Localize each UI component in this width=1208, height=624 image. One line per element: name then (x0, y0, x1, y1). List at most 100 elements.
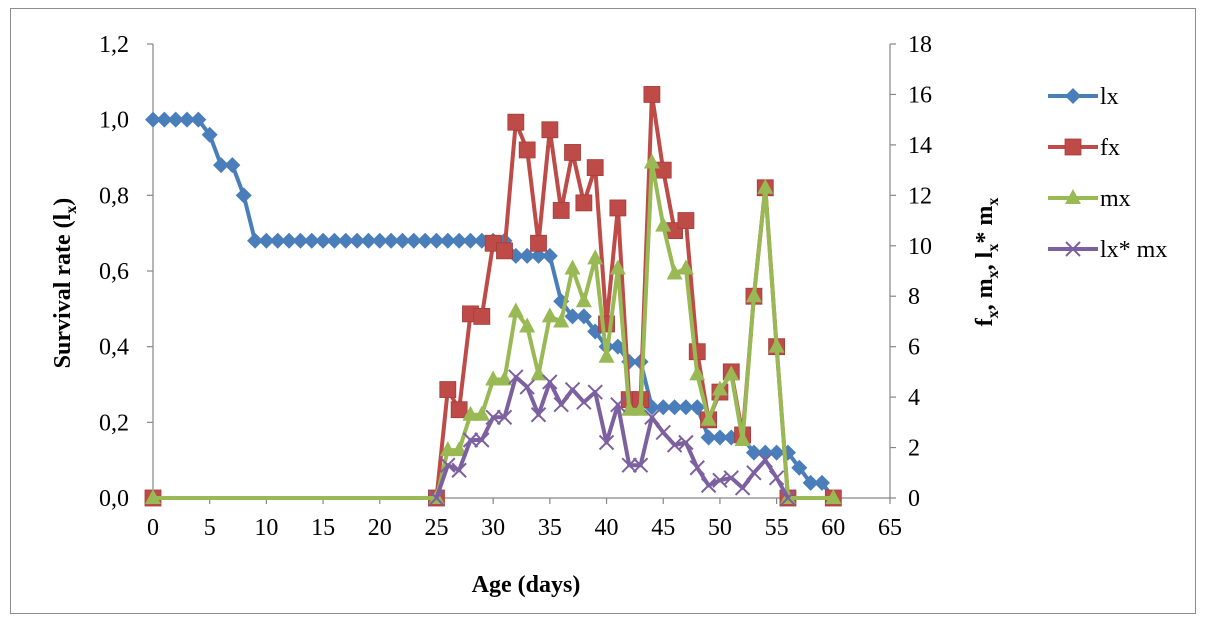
data-point-x (655, 424, 671, 441)
y2-tick-label: 8 (908, 284, 920, 310)
data-point-diamond (247, 232, 264, 249)
data-point-x (678, 434, 694, 451)
x-axis-title: Age (days) (472, 572, 581, 598)
y-tick-label: 0,8 (99, 183, 129, 209)
data-point-diamond (575, 308, 592, 325)
data-point-diamond (224, 157, 241, 174)
y2-title-sub: x (985, 310, 1002, 318)
data-point-x (746, 465, 762, 481)
data-point-diamond (156, 111, 173, 128)
data-point-x (1065, 241, 1081, 257)
data-point-diamond (190, 111, 207, 128)
data-point-x (564, 381, 581, 398)
data-point-square (439, 381, 457, 398)
x-tick-label: 10 (254, 515, 278, 541)
x-tick-label: 15 (311, 515, 335, 541)
data-point-triangle (145, 489, 161, 504)
data-point-triangle (768, 337, 785, 353)
data-point-square (643, 86, 661, 103)
y2-tick-label: 6 (908, 335, 920, 361)
data-point-x (610, 396, 626, 413)
y2-title-sub: x (985, 198, 1002, 206)
data-point-diamond (360, 232, 377, 249)
data-point-square (1064, 138, 1082, 156)
y-axis-title: Survival rate (lx) (50, 198, 80, 369)
x-tick-label: 5 (204, 515, 216, 541)
data-point-square (473, 307, 491, 325)
y-axis-title-sub: x (63, 206, 80, 214)
data-point-diamond (371, 232, 388, 249)
data-point-diamond (677, 399, 694, 416)
series-layer (144, 86, 842, 507)
data-point-diamond (417, 232, 434, 249)
data-point-triangle (621, 400, 638, 416)
data-point-triangle (734, 430, 751, 446)
x-tick-label: 35 (538, 515, 562, 541)
data-point-square (450, 401, 468, 419)
data-point-x (757, 452, 773, 468)
data-point-diamond (167, 111, 184, 128)
data-point-diamond (451, 232, 468, 249)
data-point-triangle (689, 365, 706, 381)
data-point-triangle (541, 307, 558, 323)
data-point-diamond (666, 399, 683, 416)
data-point-diamond (791, 459, 808, 476)
data-point-x (440, 457, 456, 473)
data-point-x (768, 470, 785, 486)
data-point-diamond (281, 232, 298, 249)
data-point-triangle (598, 347, 615, 363)
legend-label: lx* mx (1100, 237, 1167, 263)
data-point-diamond (700, 429, 717, 446)
data-point-triangle (530, 365, 547, 381)
data-point-diamond (711, 429, 728, 446)
data-point-diamond (428, 232, 445, 249)
data-point-square (518, 141, 536, 159)
data-point-triangle (439, 441, 456, 457)
data-point-diamond (462, 232, 479, 249)
data-point-x (428, 490, 445, 506)
data-point-triangle (655, 216, 672, 232)
data-point-diamond (813, 474, 830, 491)
series-lx (145, 111, 842, 506)
data-point-triangle (677, 259, 694, 275)
y2-tick-label: 4 (908, 385, 920, 411)
data-point-triangle (587, 249, 604, 265)
series-line (153, 160, 834, 500)
x-tick-label: 65 (878, 515, 902, 541)
data-point-diamond (439, 232, 456, 249)
data-point-square (677, 212, 695, 229)
data-point-diamond (541, 247, 558, 264)
y-tick-label: 0,0 (99, 486, 129, 512)
y2-tick-label: 0 (908, 486, 920, 512)
y2-title-part: , m (972, 278, 998, 310)
data-point-diamond (315, 232, 332, 249)
data-point-diamond (564, 308, 581, 325)
data-point-triangle (564, 259, 581, 275)
data-point-diamond (530, 247, 547, 264)
y2-title-sub: x (985, 270, 1002, 278)
series-line (434, 374, 790, 499)
y-tick-label: 1,0 (99, 108, 129, 134)
legend-item: lx* mx (1048, 237, 1167, 263)
data-point-diamond (519, 247, 536, 264)
data-point-diamond (201, 126, 218, 143)
y2-title-part: f (972, 317, 998, 326)
data-point-triangle (462, 405, 479, 421)
x-tick-label: 40 (595, 515, 619, 541)
data-point-x (587, 384, 603, 400)
x-tick-label: 0 (147, 515, 159, 541)
data-point-x (700, 477, 717, 494)
data-point-triangle (745, 287, 762, 303)
data-point-diamond (213, 157, 230, 174)
data-point-square (541, 121, 559, 139)
data-point-diamond (179, 111, 196, 128)
y2-title-sub: x (985, 244, 1002, 252)
x-tick-label: 50 (708, 515, 732, 541)
data-point-x (530, 407, 547, 423)
data-point-diamond (689, 399, 706, 416)
data-point-x (553, 396, 569, 413)
data-point-triangle (757, 178, 774, 194)
y-tick-label: 0,6 (99, 259, 129, 285)
data-point-x (734, 480, 751, 496)
